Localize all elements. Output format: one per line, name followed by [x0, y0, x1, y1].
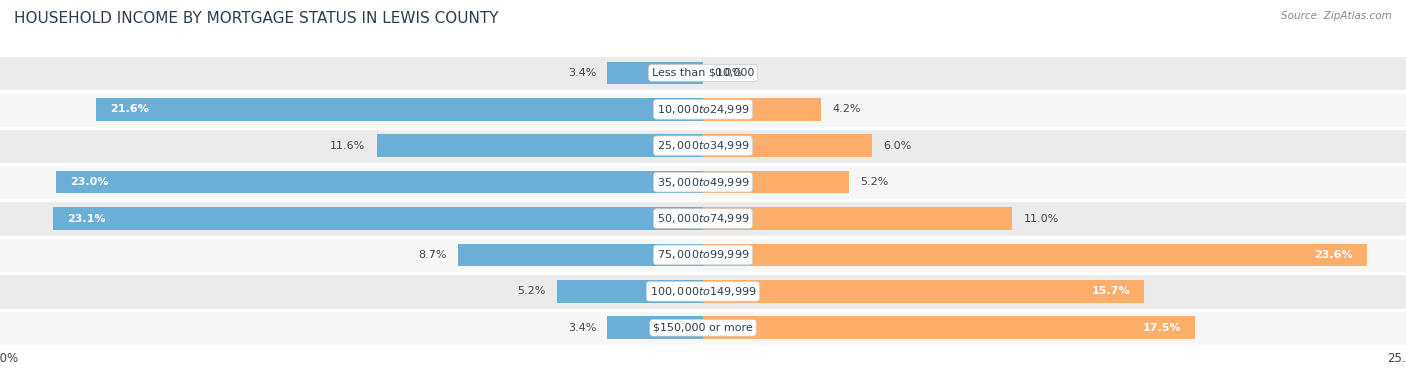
Text: $35,000 to $49,999: $35,000 to $49,999 — [657, 176, 749, 189]
Text: $100,000 to $149,999: $100,000 to $149,999 — [650, 285, 756, 298]
Bar — [607, 316, 703, 339]
Text: 23.1%: 23.1% — [67, 214, 105, 223]
FancyBboxPatch shape — [0, 164, 1406, 200]
Bar — [703, 244, 1367, 266]
Text: 5.2%: 5.2% — [860, 177, 889, 187]
Bar — [53, 207, 703, 230]
Text: 11.0%: 11.0% — [1024, 214, 1059, 223]
Bar — [703, 135, 872, 157]
FancyBboxPatch shape — [0, 127, 1406, 164]
Text: Source: ZipAtlas.com: Source: ZipAtlas.com — [1281, 11, 1392, 21]
Text: 21.6%: 21.6% — [110, 104, 149, 114]
Text: $10,000 to $24,999: $10,000 to $24,999 — [657, 103, 749, 116]
Text: 6.0%: 6.0% — [883, 141, 911, 151]
Text: $150,000 or more: $150,000 or more — [654, 323, 752, 333]
Text: HOUSEHOLD INCOME BY MORTGAGE STATUS IN LEWIS COUNTY: HOUSEHOLD INCOME BY MORTGAGE STATUS IN L… — [14, 11, 499, 26]
Bar — [703, 98, 821, 121]
Text: Less than $10,000: Less than $10,000 — [652, 68, 754, 78]
Bar — [56, 171, 703, 194]
Bar — [703, 171, 849, 194]
Text: 4.2%: 4.2% — [832, 104, 860, 114]
Bar — [96, 98, 703, 121]
Text: 5.2%: 5.2% — [517, 287, 546, 296]
FancyBboxPatch shape — [0, 55, 1406, 91]
FancyBboxPatch shape — [0, 91, 1406, 127]
Bar — [557, 280, 703, 303]
Bar — [703, 207, 1012, 230]
Text: 23.0%: 23.0% — [70, 177, 108, 187]
Bar — [703, 280, 1144, 303]
Bar — [607, 62, 703, 84]
Text: $25,000 to $34,999: $25,000 to $34,999 — [657, 139, 749, 152]
Bar — [458, 244, 703, 266]
Text: 23.6%: 23.6% — [1315, 250, 1353, 260]
Bar — [703, 316, 1195, 339]
Text: 3.4%: 3.4% — [568, 68, 596, 78]
Text: 15.7%: 15.7% — [1092, 287, 1130, 296]
Text: $50,000 to $74,999: $50,000 to $74,999 — [657, 212, 749, 225]
FancyBboxPatch shape — [0, 237, 1406, 273]
Text: 0.0%: 0.0% — [714, 68, 742, 78]
FancyBboxPatch shape — [0, 273, 1406, 310]
Text: 3.4%: 3.4% — [568, 323, 596, 333]
Text: 17.5%: 17.5% — [1143, 323, 1181, 333]
FancyBboxPatch shape — [0, 200, 1406, 237]
Text: 11.6%: 11.6% — [330, 141, 366, 151]
Bar — [377, 135, 703, 157]
FancyBboxPatch shape — [0, 310, 1406, 346]
Text: $75,000 to $99,999: $75,000 to $99,999 — [657, 248, 749, 262]
Text: 8.7%: 8.7% — [419, 250, 447, 260]
